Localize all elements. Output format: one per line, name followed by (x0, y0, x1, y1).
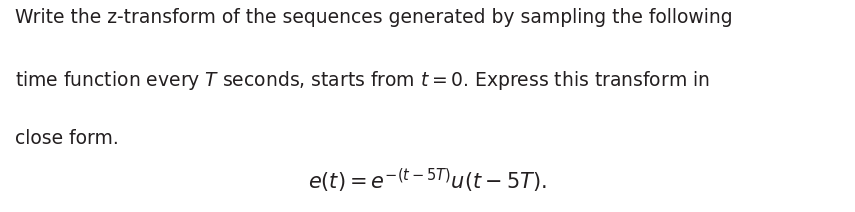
Text: $e(t) = e^{-(t-5T)}u(t - 5T).$: $e(t) = e^{-(t-5T)}u(t - 5T).$ (308, 167, 547, 195)
Text: Write the z-transform of the sequences generated by sampling the following: Write the z-transform of the sequences g… (15, 8, 733, 28)
Text: time function every $T$ seconds, starts from $t = 0$. Express this transform in: time function every $T$ seconds, starts … (15, 69, 711, 92)
Text: close form.: close form. (15, 129, 119, 148)
